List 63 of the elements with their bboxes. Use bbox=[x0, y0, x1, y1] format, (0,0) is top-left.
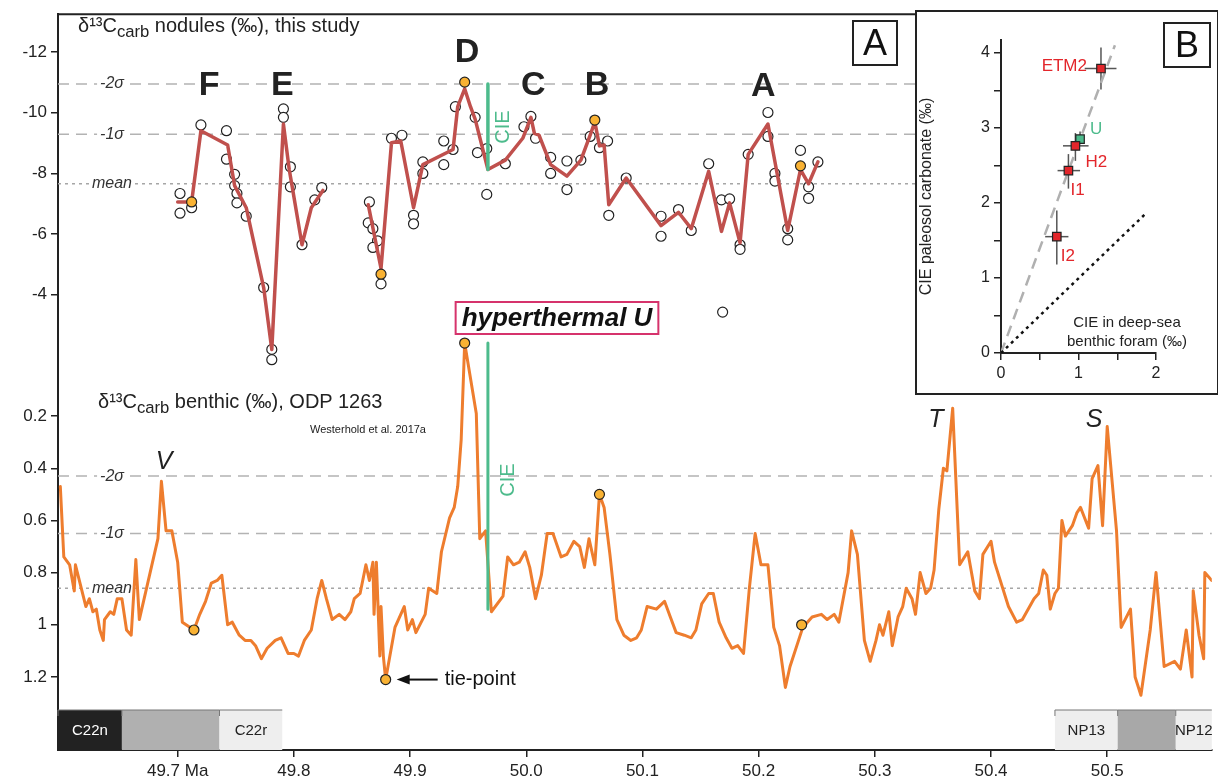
series-label: U bbox=[1090, 118, 1103, 138]
annotation: hyperthermal U bbox=[461, 302, 654, 333]
y-tick-label: 0.2 bbox=[23, 405, 47, 425]
x-tick-label: 1 bbox=[1074, 364, 1084, 382]
band-label: NP13 bbox=[1067, 721, 1106, 739]
text: δ¹³C$_{carb}$ benthic (‰), ODP 1263 bbox=[98, 390, 383, 418]
annotation: tie-point bbox=[444, 667, 517, 690]
annotation: B bbox=[584, 63, 610, 102]
x-tick-label: 50.3 bbox=[858, 760, 892, 780]
y-tick-label: -12 bbox=[22, 41, 47, 61]
x-tick-label: 2 bbox=[1151, 364, 1161, 382]
x-tick-label: 50.5 bbox=[1090, 760, 1124, 780]
series-label: ETM2 bbox=[1041, 56, 1087, 76]
annotation: A bbox=[751, 65, 776, 104]
annotation: S bbox=[1085, 403, 1103, 432]
annotation: D bbox=[454, 31, 480, 70]
y-tick-label: 4 bbox=[981, 43, 991, 61]
ref-line-label: mean bbox=[91, 578, 133, 596]
y-tick-label: 1 bbox=[981, 268, 991, 286]
series-label: I2 bbox=[1060, 246, 1075, 266]
band-label: C22r bbox=[234, 721, 268, 739]
x-tick-label: 50.4 bbox=[974, 760, 1008, 780]
y-tick-label: 3 bbox=[981, 118, 991, 136]
y-tick-label: -8 bbox=[31, 163, 47, 183]
annotation: V bbox=[155, 445, 175, 474]
x-tick-label: 49.7 Ma bbox=[146, 760, 209, 780]
y-tick-label: 0 bbox=[981, 343, 991, 361]
annotation: Westerhold et al. 2017a bbox=[310, 423, 426, 435]
chart-title: δ¹³C$_{carb}$ nodules (‰), this study bbox=[78, 14, 360, 42]
annotation: CIE bbox=[490, 110, 513, 144]
y-tick-label: 0.8 bbox=[23, 562, 47, 582]
series-label: H2 bbox=[1085, 151, 1108, 171]
x-tick-label: 49.8 bbox=[277, 760, 311, 780]
annotation: E bbox=[270, 63, 294, 102]
y-tick-label: -6 bbox=[31, 223, 47, 243]
y-tick-label: 1.2 bbox=[23, 666, 47, 686]
y-tick-label: 1 bbox=[37, 614, 47, 634]
ref-line-label: mean bbox=[91, 174, 133, 192]
x-tick-label: 49.9 bbox=[393, 760, 427, 780]
x-tick-label: 0 bbox=[996, 364, 1006, 382]
y-tick-label: 0.4 bbox=[23, 457, 47, 477]
annotation: F bbox=[198, 63, 220, 102]
y-tick-label: 0.6 bbox=[23, 510, 47, 530]
ref-line-label: -1σ bbox=[100, 124, 126, 142]
ref-line-label: -2σ bbox=[100, 466, 126, 484]
x-tick-label: 50.0 bbox=[509, 760, 543, 780]
band-label: NP12 bbox=[1175, 721, 1213, 739]
x-tick-label: 50.1 bbox=[625, 760, 659, 780]
y-tick-label: -10 bbox=[22, 102, 47, 122]
annotation: B bbox=[1163, 22, 1211, 68]
band-label: C22n bbox=[72, 721, 108, 739]
ref-line-label: -2σ bbox=[100, 74, 126, 92]
x-axis-title: CIE in deep-sea benthic foram (‰) bbox=[1065, 312, 1188, 350]
ref-line-label: -1σ bbox=[100, 523, 126, 541]
annotation: T bbox=[928, 403, 946, 432]
series-label: I1 bbox=[1070, 180, 1085, 200]
y-axis-title: CIE paleosol carbonate (‰) bbox=[917, 97, 935, 296]
x-tick-label: 50.2 bbox=[742, 760, 776, 780]
y-tick-label: 2 bbox=[981, 193, 991, 211]
y-tick-label: -4 bbox=[31, 284, 47, 304]
annotation: CIE bbox=[495, 463, 518, 497]
annotation: A bbox=[852, 20, 898, 66]
annotation: C bbox=[520, 63, 546, 102]
